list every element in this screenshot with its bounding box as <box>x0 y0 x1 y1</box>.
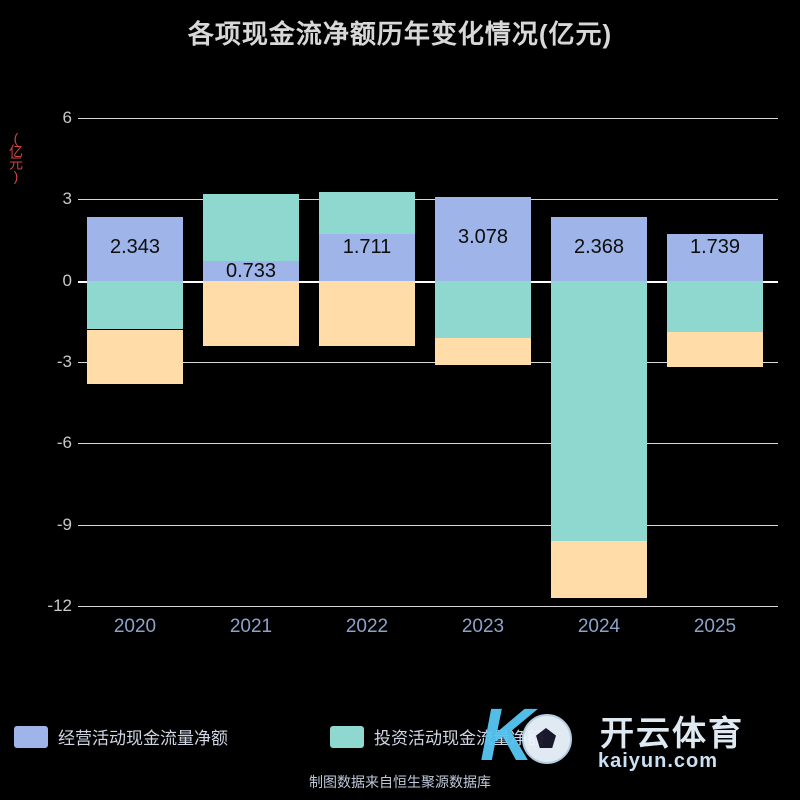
soccer-ball-icon <box>522 714 572 764</box>
bar-value-2023: 3.078 <box>457 226 509 248</box>
bar-2025-operating <box>667 233 763 281</box>
segment-investing <box>87 280 183 330</box>
bar-2020-financing <box>87 329 183 384</box>
plot-area: 6 3 0 -3 -6 -9 -12 2.343 2020 <box>47 108 778 637</box>
bar-value-2022: 1.711 <box>342 236 392 258</box>
xtick-2020: 2020 <box>113 616 157 637</box>
ytick-minus9: -9 <box>56 514 72 534</box>
bar-2023-financing <box>435 337 531 365</box>
bar-2024-financing <box>551 541 647 598</box>
bar-value-2021: 0.733 <box>225 260 277 282</box>
segment-financing <box>667 332 763 368</box>
chart-footnote: 制图数据来自恒生聚源数据库 <box>309 774 491 790</box>
bar-2022-operating <box>319 234 415 281</box>
segment-operating <box>667 233 763 281</box>
bar-2020-investing <box>87 280 183 330</box>
xtick-2023: 2023 <box>461 616 505 637</box>
bar-2021-financing <box>203 280 299 346</box>
watermark-domain: kaiyun.com <box>598 750 719 772</box>
segment-investing <box>551 280 647 541</box>
ytick-minus6: -6 <box>56 433 72 453</box>
segment-financing <box>319 280 415 346</box>
legend-swatch-investing <box>330 725 364 748</box>
segment-financing <box>87 329 183 384</box>
segment-operating <box>203 260 299 281</box>
ytick-minus12: -12 <box>47 596 72 615</box>
segment-investing <box>319 192 415 235</box>
ytick-6: 6 <box>62 108 72 127</box>
segment-financing <box>551 541 647 598</box>
segment-investing <box>203 194 299 261</box>
gridline-minus6 <box>78 443 778 445</box>
ytick-minus3: -3 <box>56 352 72 371</box>
segment-financing <box>203 280 299 346</box>
gridline-minus3 <box>78 362 778 363</box>
bar-value-2020: 2.343 <box>109 236 161 258</box>
bar-2021-operating <box>203 260 299 281</box>
xtick-2024: 2024 <box>577 616 621 637</box>
watermark-brand: 开云体育 <box>600 715 744 753</box>
bar-2022-investing <box>319 192 415 235</box>
bar-2024-operating <box>551 216 647 281</box>
chart-legend: 经营活动现金流量净额 投资活动现金流量净额 <box>0 716 800 756</box>
legend-label-operating: 经营活动现金流量净额 <box>58 729 228 748</box>
gridline-6 <box>78 118 778 119</box>
legend-label-investing: 投资活动现金流量净额 <box>374 729 544 748</box>
bar-2022-financing <box>319 280 415 346</box>
legend-item-operating[interactable]: 经营活动现金流量净额 <box>14 724 228 749</box>
bar-2023-investing <box>435 280 531 338</box>
bar-value-2024: 2.368 <box>573 236 625 258</box>
legend-item-investing[interactable]: 投资活动现金流量净额 <box>330 724 544 749</box>
xtick-2021: 2021 <box>229 616 273 637</box>
bar-2021-investing <box>203 194 299 261</box>
bar-2025-financing <box>667 332 763 368</box>
y-axis-label: (亿元) <box>8 130 24 182</box>
segment-financing <box>435 337 531 365</box>
bar-2020-operating <box>87 217 183 281</box>
bar-2025-investing <box>667 280 763 333</box>
watermark: K 开云体育 kaiyun.com <box>470 688 800 788</box>
gridline-3 <box>78 199 778 201</box>
bar-2024-investing <box>551 280 647 541</box>
segment-operating <box>319 234 415 281</box>
segment-operating <box>551 216 647 281</box>
gridline-0 <box>78 280 778 283</box>
chart-title: 各项现金流净额历年变化情况(亿元) <box>187 19 613 49</box>
segment-operating <box>87 217 183 281</box>
ytick-0: 0 <box>62 270 72 290</box>
gridline-minus12 <box>78 606 778 607</box>
xtick-2025: 2025 <box>693 616 737 637</box>
gridline-minus9 <box>78 524 778 526</box>
bar-2023-operating <box>435 197 531 281</box>
segment-investing <box>435 280 531 338</box>
segment-operating <box>435 197 531 281</box>
segment-investing <box>667 280 763 333</box>
xtick-2022: 2022 <box>345 616 389 637</box>
bar-value-2025: 1.739 <box>689 236 741 258</box>
ytick-3: 3 <box>62 189 72 209</box>
legend-swatch-operating <box>14 725 48 748</box>
